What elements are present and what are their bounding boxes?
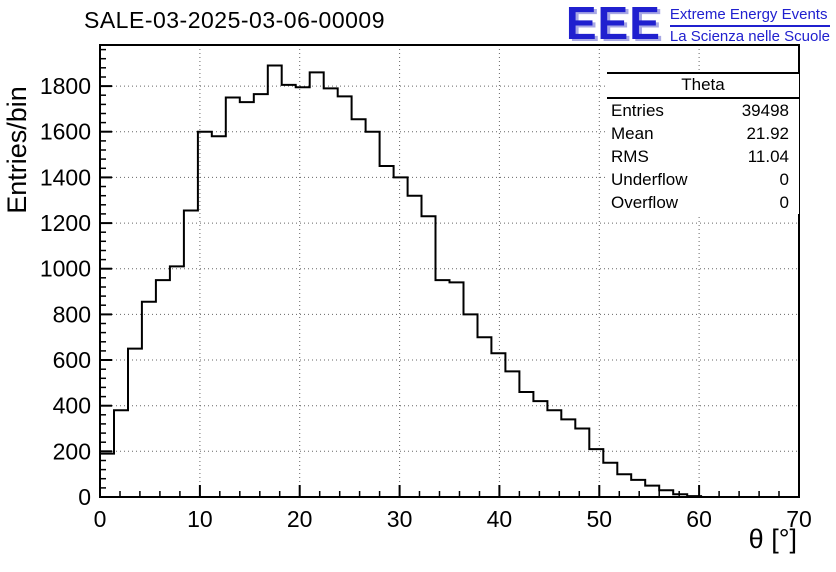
y-tick-label: 200 [53,438,91,464]
y-tick-label: 400 [53,393,91,419]
x-tick-label: 50 [587,506,613,532]
stats-label: Underflow [611,169,688,189]
stats-label: Overflow [611,192,679,212]
stats-value: 39498 [741,100,789,120]
y-tick-label: 1600 [40,119,91,145]
x-tick-label: 20 [287,506,313,532]
stats-row: Entries 39498 [607,99,799,122]
stats-value: 11.04 [747,146,789,166]
histogram-line [99,64,799,498]
logo-line2: La Scienza nelle Scuole [669,28,830,45]
stats-label: Mean [611,123,654,143]
eee-logo-text: Extreme Energy Events La Scienza nelle S… [669,3,830,46]
y-tick-label: 600 [53,347,91,373]
plot-frame [99,44,800,498]
y-tick-label: 1800 [40,73,91,99]
stats-row: Underflow 0 [607,168,799,191]
stats-label: RMS [611,146,649,166]
y-tick-label: 1400 [40,164,91,190]
y-axis-title: Entries/bin [2,86,32,214]
stats-value: 21.92 [746,123,789,143]
stats-value: 0 [779,169,789,189]
stats-row: Overflow 0 [607,191,799,214]
stats-title: Theta [607,74,799,99]
y-tick-label: 800 [53,301,91,327]
x-tick-label: 0 [94,506,107,532]
plot-title: SALE-03-2025-03-06-00009 [84,7,385,33]
stats-box: Theta Entries 39498 Mean 21.92 RMS 11.04… [607,72,799,214]
logo-line1: Extreme Energy Events [669,6,828,23]
stats-rows: Entries 39498 Mean 21.92 RMS 11.04 Under… [607,99,799,214]
stats-row: Mean 21.92 [607,122,799,145]
eee-logo-acronym: EEE [565,0,661,49]
stats-value: 0 [779,192,789,212]
x-tick-label: 10 [187,506,213,532]
stats-row: RMS 11.04 [607,145,799,168]
x-tick-label: 60 [686,506,712,532]
eee-logo: EEE Extreme Energy Events La Scienza nel… [565,0,830,49]
x-tick-label: 40 [487,506,513,532]
logo-divider [669,25,830,27]
stats-label: Entries [611,100,664,120]
y-tick-label: 0 [78,484,91,510]
y-tick-label: 1200 [40,210,91,236]
x-tick-label: 70 [786,506,812,532]
y-tick-label: 1000 [40,256,91,282]
x-tick-label: 30 [387,506,413,532]
x-axis-title: θ [°] [749,524,797,554]
